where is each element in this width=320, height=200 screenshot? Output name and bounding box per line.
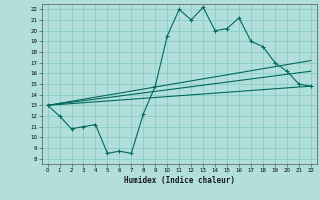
X-axis label: Humidex (Indice chaleur): Humidex (Indice chaleur)	[124, 176, 235, 185]
